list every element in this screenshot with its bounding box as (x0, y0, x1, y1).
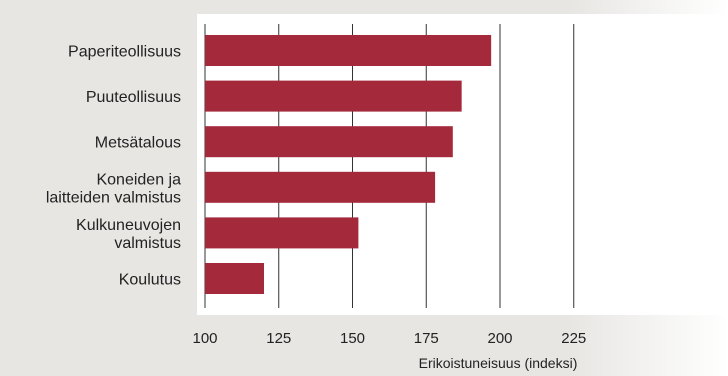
category-labels: Paperiteollisuus Puuteollisuus Metsätalous… (46, 44, 181, 289)
x-tick-label: 150 (340, 330, 365, 347)
x-tick-labels: 100 125 150 175 200 225 (192, 330, 586, 347)
bar (205, 80, 462, 112)
category-label: Kulkuneuvojen (76, 217, 181, 234)
x-tick-label: 100 (192, 330, 217, 347)
bar (205, 35, 492, 66)
grid (204, 24, 575, 308)
x-axis-title: Erikoistuneisuus (indeksi) (419, 355, 578, 371)
x-tick-label: 200 (487, 330, 512, 347)
category-label: Koneiden ja (96, 171, 181, 188)
bar (205, 263, 264, 294)
x-tick-label: 225 (561, 330, 586, 347)
bar (205, 126, 453, 158)
category-label: Puuteollisuus (86, 89, 181, 106)
category-label: Paperiteollisuus (68, 44, 181, 61)
category-label: valmistus (114, 235, 181, 252)
x-tick-label: 125 (266, 330, 291, 347)
bars (205, 35, 492, 294)
category-label: Metsätalous (95, 135, 181, 152)
category-label: Koulutus (119, 272, 181, 289)
category-label: laitteiden valmistus (46, 189, 181, 206)
x-tick-label: 175 (414, 330, 439, 347)
bar (205, 217, 359, 249)
bar (205, 171, 436, 203)
